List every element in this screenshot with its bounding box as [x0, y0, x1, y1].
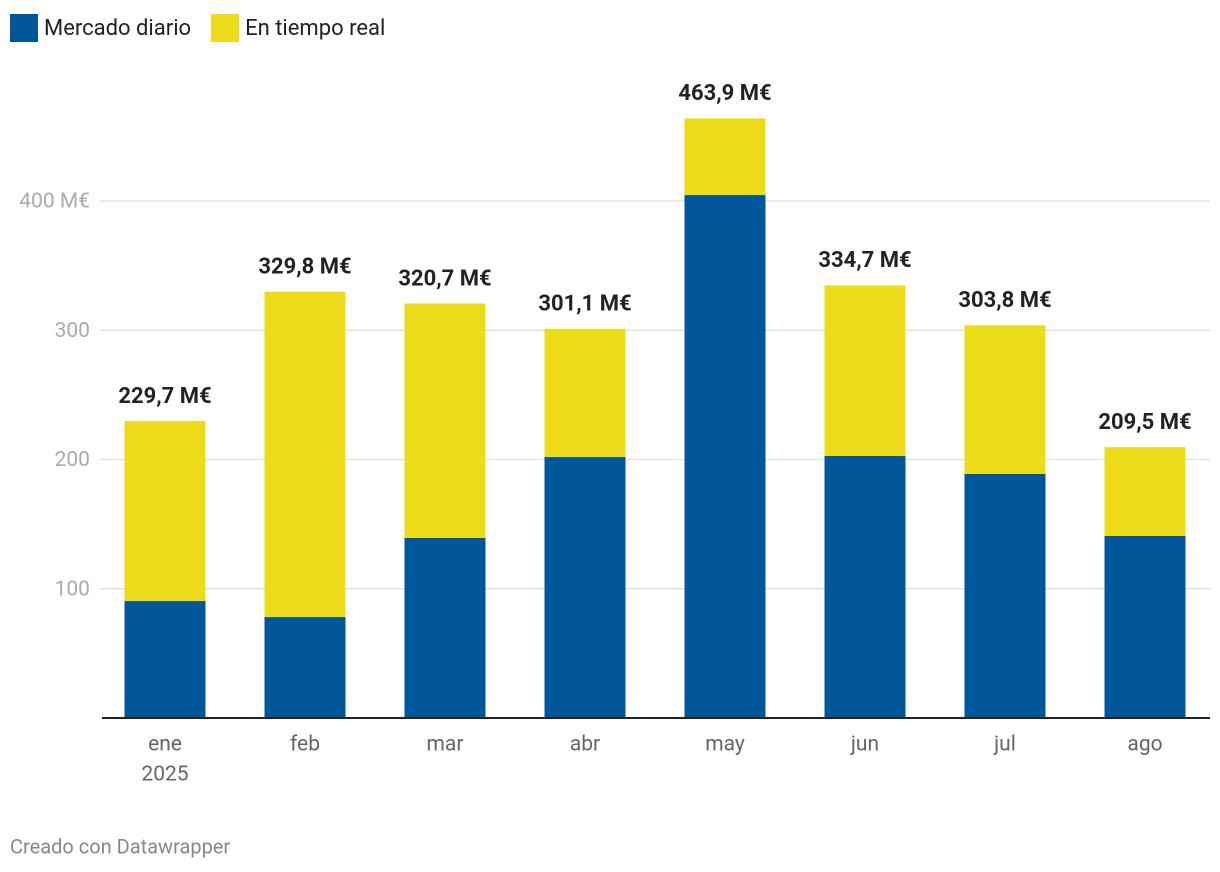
y-tick-label: 200	[55, 448, 90, 472]
total-label: 320,7 M€	[398, 266, 491, 291]
total-label: 329,8 M€	[258, 255, 351, 280]
bar-segment	[544, 457, 626, 718]
legend-label: En tiempo real	[245, 16, 385, 41]
bar-segment	[1104, 447, 1186, 537]
y-tick-label: 300	[55, 319, 90, 343]
bar-segment	[964, 473, 1046, 718]
bar-segment	[684, 195, 766, 718]
bar-segment	[264, 291, 346, 618]
x-tick-label: may	[705, 733, 745, 757]
x-tick-label: abr	[570, 733, 600, 757]
bar-segment	[964, 325, 1046, 474]
x-tick-label: jun	[850, 733, 879, 757]
x-tick-label: mar	[427, 733, 464, 757]
x-tick-label: ago	[1127, 733, 1162, 757]
legend-swatch	[10, 14, 38, 42]
legend-label: Mercado diario	[44, 16, 191, 41]
total-label: 301,1 M€	[538, 292, 631, 317]
bar-segment	[124, 601, 206, 718]
bar-segment	[684, 118, 766, 196]
source: Creado con Datawrapper	[10, 834, 230, 858]
x-tick-label: feb	[290, 733, 320, 757]
total-label: 303,8 M€	[958, 288, 1051, 313]
bar-segment	[404, 537, 486, 718]
bar-segment	[124, 421, 206, 602]
total-label: 334,7 M€	[818, 248, 911, 273]
legend-swatch	[211, 14, 240, 42]
bar-segment	[1104, 536, 1186, 718]
total-label: 229,7 M€	[118, 384, 211, 409]
y-tick-label: 400 M€	[19, 190, 90, 214]
total-label: 209,5 M€	[1098, 410, 1191, 435]
x-tick-sublabel: 2025	[141, 763, 188, 787]
x-tick-label: jul	[993, 733, 1016, 757]
bar-segment	[264, 617, 346, 718]
bar-segment	[404, 303, 486, 538]
x-tick-label: ene	[148, 733, 182, 757]
bar-segment	[544, 328, 626, 458]
y-tick-label: 100	[55, 577, 90, 601]
bar-segment	[824, 285, 906, 457]
bar-segment	[824, 456, 906, 718]
total-label: 463,9 M€	[678, 81, 771, 106]
